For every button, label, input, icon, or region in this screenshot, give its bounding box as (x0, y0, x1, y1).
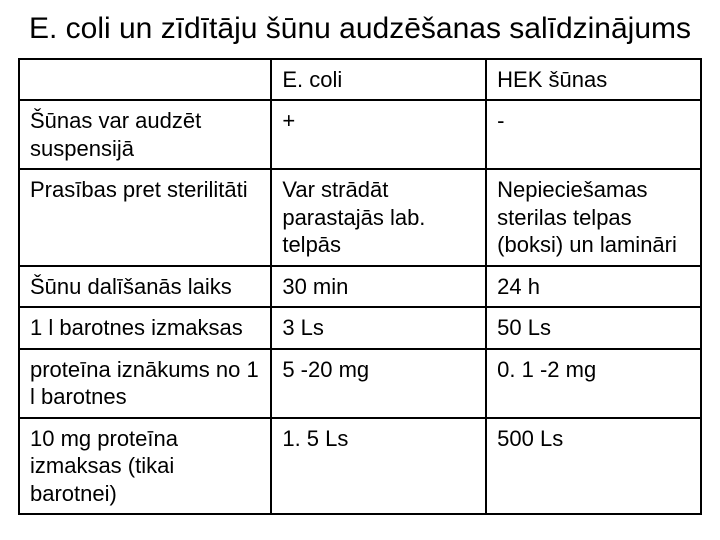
cell-ecoli: Var strādāt parastajās lab. telpās (271, 169, 486, 266)
cell-ecoli: 30 min (271, 266, 486, 308)
row-label: Šūnas var audzēt suspensijā (19, 100, 271, 169)
cell-ecoli: + (271, 100, 486, 169)
comparison-table: E. coli HEK šūnas Šūnas var audzēt suspe… (18, 58, 702, 516)
row-label: proteīna iznākums no 1 l barotnes (19, 349, 271, 418)
row-label: Šūnu dalīšanās laiks (19, 266, 271, 308)
cell-hek: - (486, 100, 701, 169)
cell-hek: 0. 1 -2 mg (486, 349, 701, 418)
col-header-blank (19, 59, 271, 101)
table-row: proteīna iznākums no 1 l barotnes 5 -20 … (19, 349, 701, 418)
cell-hek: Nepieciešamas sterilas telpas (boksi) un… (486, 169, 701, 266)
row-label: 1 l barotnes izmaksas (19, 307, 271, 349)
col-header-hek: HEK šūnas (486, 59, 701, 101)
cell-hek: 50 Ls (486, 307, 701, 349)
cell-hek: 500 Ls (486, 418, 701, 515)
table-row: 1 l barotnes izmaksas 3 Ls 50 Ls (19, 307, 701, 349)
cell-ecoli: 1. 5 Ls (271, 418, 486, 515)
page-title: E. coli un zīdītāju šūnu audzēšanas salī… (18, 10, 702, 48)
slide: E. coli un zīdītāju šūnu audzēšanas salī… (0, 0, 720, 540)
cell-hek: 24 h (486, 266, 701, 308)
row-label: 10 mg proteīna izmaksas (tikai barotnei) (19, 418, 271, 515)
cell-ecoli: 3 Ls (271, 307, 486, 349)
table-header-row: E. coli HEK šūnas (19, 59, 701, 101)
table-row: Prasības pret sterilitāti Var strādāt pa… (19, 169, 701, 266)
row-label: Prasības pret sterilitāti (19, 169, 271, 266)
cell-ecoli: 5 -20 mg (271, 349, 486, 418)
table-row: Šūnu dalīšanās laiks 30 min 24 h (19, 266, 701, 308)
table-row: 10 mg proteīna izmaksas (tikai barotnei)… (19, 418, 701, 515)
col-header-ecoli: E. coli (271, 59, 486, 101)
table-row: Šūnas var audzēt suspensijā + - (19, 100, 701, 169)
